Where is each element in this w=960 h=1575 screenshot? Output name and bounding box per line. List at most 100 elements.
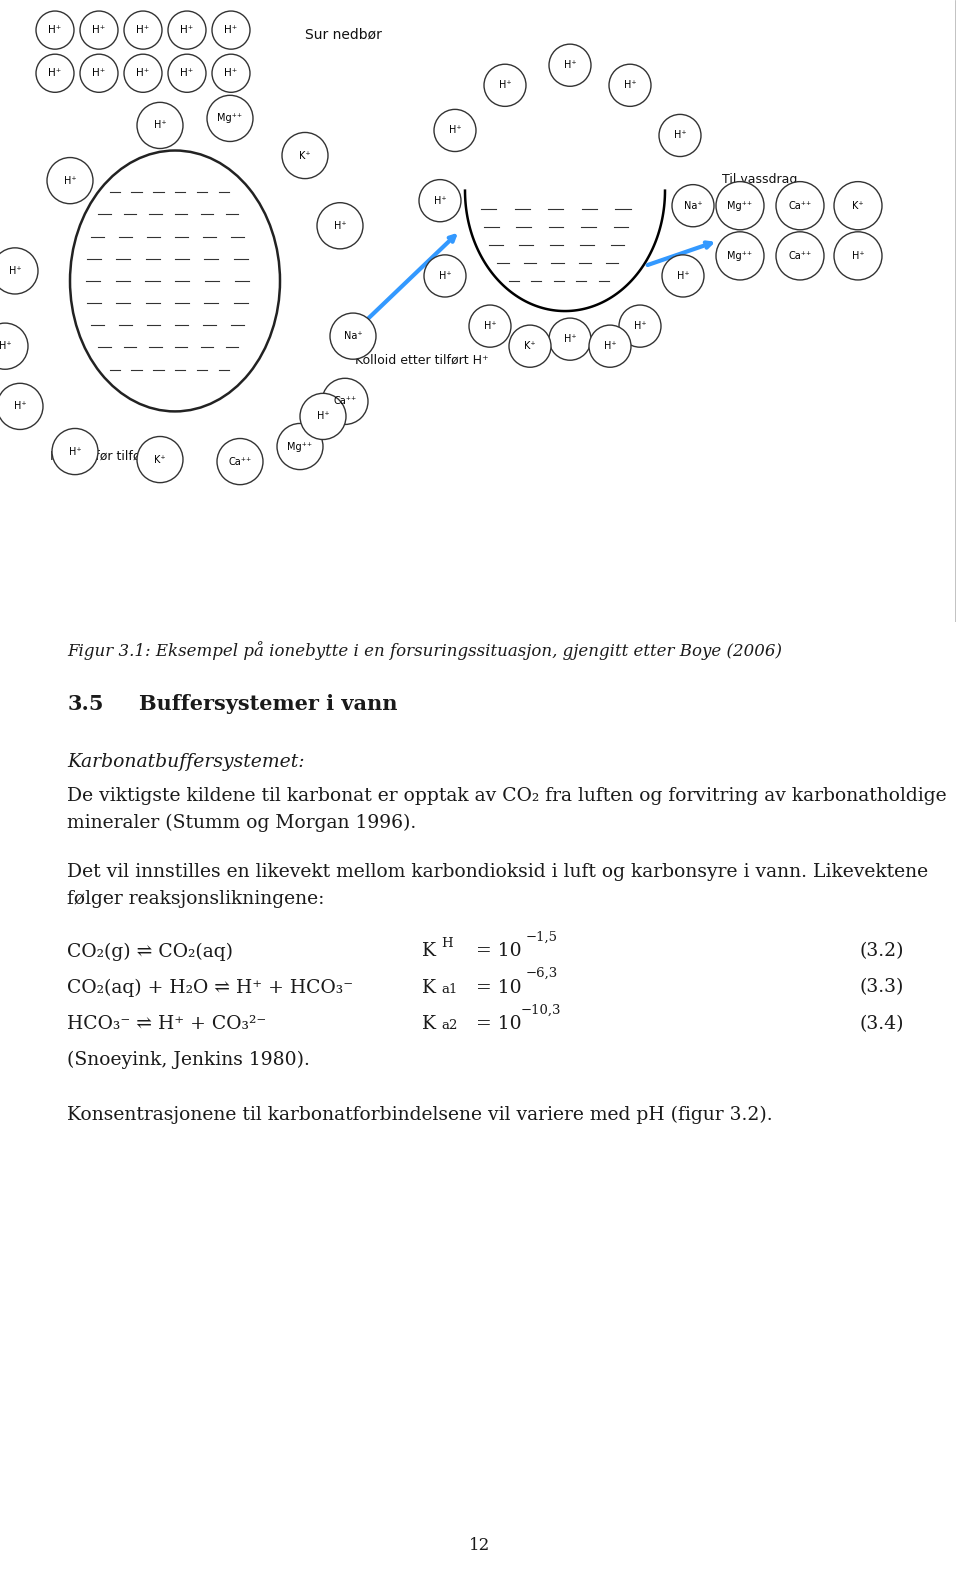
Text: H⁺: H⁺ (484, 321, 496, 331)
Text: H⁺: H⁺ (317, 411, 329, 422)
Text: K⁺: K⁺ (300, 151, 311, 161)
Text: H⁺: H⁺ (604, 342, 616, 351)
Text: H⁺: H⁺ (334, 221, 347, 232)
Text: (3.4): (3.4) (859, 1014, 903, 1033)
Circle shape (217, 438, 263, 485)
Circle shape (549, 318, 591, 361)
Text: H⁺: H⁺ (225, 25, 238, 35)
Circle shape (484, 65, 526, 107)
Text: K⁺: K⁺ (524, 342, 536, 351)
Text: CO₂(g) ⇌ CO₂(aq): CO₂(g) ⇌ CO₂(aq) (67, 942, 233, 961)
Text: 12: 12 (469, 1537, 491, 1555)
Circle shape (47, 158, 93, 203)
Circle shape (168, 54, 206, 93)
Text: = 10: = 10 (470, 942, 522, 961)
Circle shape (322, 378, 368, 424)
Text: a1: a1 (442, 983, 458, 997)
Text: H⁺: H⁺ (624, 80, 636, 90)
Text: H⁺: H⁺ (48, 68, 61, 79)
Text: H⁺: H⁺ (439, 271, 451, 280)
Text: H⁺: H⁺ (434, 195, 446, 206)
Circle shape (716, 232, 764, 280)
Circle shape (124, 11, 162, 49)
Text: (3.2): (3.2) (859, 942, 903, 961)
Text: H⁺: H⁺ (9, 266, 21, 276)
Circle shape (212, 11, 250, 49)
Text: Karbonatbuffersystemet:: Karbonatbuffersystemet: (67, 753, 305, 770)
Text: H⁺: H⁺ (136, 68, 150, 79)
Text: H⁺: H⁺ (136, 25, 150, 35)
Text: K: K (422, 942, 437, 961)
Circle shape (52, 428, 98, 474)
Circle shape (124, 54, 162, 93)
Text: Ca⁺⁺: Ca⁺⁺ (333, 397, 356, 406)
Circle shape (776, 232, 824, 280)
Circle shape (137, 102, 183, 148)
Text: H⁺: H⁺ (69, 447, 82, 457)
Text: H⁺: H⁺ (92, 68, 106, 79)
Text: H⁺: H⁺ (677, 271, 689, 280)
Text: Mg⁺⁺: Mg⁺⁺ (728, 250, 753, 261)
Circle shape (0, 247, 38, 295)
Text: H⁺: H⁺ (180, 25, 194, 35)
Text: De viktigste kildene til karbonat er opptak av CO₂ fra luften og forvitring av k: De viktigste kildene til karbonat er opp… (67, 788, 947, 805)
Text: H⁺: H⁺ (0, 342, 12, 351)
Circle shape (776, 181, 824, 230)
Circle shape (419, 180, 461, 222)
Circle shape (672, 184, 714, 227)
Text: −10,3: −10,3 (520, 1003, 561, 1016)
Text: H⁺: H⁺ (564, 60, 576, 71)
Text: H⁺: H⁺ (564, 334, 576, 345)
Circle shape (834, 181, 882, 230)
Text: Mg⁺⁺: Mg⁺⁺ (217, 113, 243, 123)
Text: Konsentrasjonene til karbonatforbindelsene vil variere med pH (figur 3.2).: Konsentrasjonene til karbonatforbindelse… (67, 1106, 773, 1125)
Text: H⁺: H⁺ (448, 126, 462, 135)
Text: Buffersystemer i vann: Buffersystemer i vann (139, 693, 397, 713)
Text: H⁺: H⁺ (498, 80, 512, 90)
Circle shape (36, 54, 74, 93)
Circle shape (424, 255, 466, 298)
Circle shape (212, 54, 250, 93)
Text: Ca⁺⁺: Ca⁺⁺ (228, 457, 252, 466)
Circle shape (80, 11, 118, 49)
Text: Kolloid før tilført H⁺: Kolloid før tilført H⁺ (50, 449, 171, 463)
Text: Til vassdrag: Til vassdrag (722, 173, 798, 186)
Circle shape (137, 436, 183, 482)
Text: H⁺: H⁺ (48, 25, 61, 35)
Text: Mg⁺⁺: Mg⁺⁺ (287, 441, 313, 452)
Text: K⁺: K⁺ (852, 200, 864, 211)
Text: H: H (442, 937, 453, 950)
Text: Sur nedbør: Sur nedbør (305, 27, 382, 41)
Text: H⁺: H⁺ (225, 68, 238, 79)
Text: H⁺: H⁺ (852, 250, 864, 261)
Text: Na⁺: Na⁺ (684, 200, 703, 211)
Text: H⁺: H⁺ (674, 131, 686, 140)
Text: K: K (422, 1014, 437, 1033)
Text: H⁺: H⁺ (92, 25, 106, 35)
Text: H⁺: H⁺ (634, 321, 646, 331)
Text: Det vil innstilles en likevekt mellom karbondioksid i luft og karbonsyre i vann.: Det vil innstilles en likevekt mellom ka… (67, 863, 928, 880)
Text: H⁺: H⁺ (154, 120, 166, 131)
Circle shape (168, 11, 206, 49)
Text: −1,5: −1,5 (526, 931, 558, 943)
Text: Ca⁺⁺: Ca⁺⁺ (788, 200, 811, 211)
Circle shape (0, 323, 28, 369)
Text: H⁺: H⁺ (180, 68, 194, 79)
Circle shape (434, 109, 476, 151)
Circle shape (80, 54, 118, 93)
Text: Na⁺: Na⁺ (344, 331, 362, 342)
Ellipse shape (70, 151, 280, 411)
Circle shape (317, 203, 363, 249)
Circle shape (300, 394, 346, 439)
Text: mineraler (Stumm og Morgan 1996).: mineraler (Stumm og Morgan 1996). (67, 814, 417, 832)
Circle shape (277, 424, 323, 469)
Text: H⁺: H⁺ (13, 402, 26, 411)
Circle shape (549, 44, 591, 87)
Text: (Snoeyink, Jenkins 1980).: (Snoeyink, Jenkins 1980). (67, 1051, 310, 1069)
Text: K⁺: K⁺ (155, 455, 166, 465)
Text: K: K (422, 978, 437, 997)
Circle shape (619, 306, 661, 346)
Text: Figur 3.1: Eksempel på ionebytte i en forsuringssituasjon, gjengitt etter Boye (: Figur 3.1: Eksempel på ionebytte i en fo… (67, 641, 782, 660)
Text: = 10: = 10 (470, 1014, 522, 1033)
Circle shape (0, 383, 43, 430)
